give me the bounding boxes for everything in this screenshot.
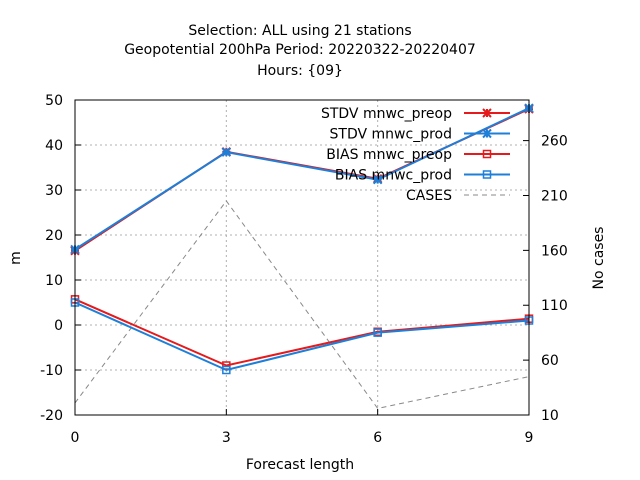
y2-tick-label: 260: [541, 134, 568, 150]
plot-frame: [74, 99, 530, 416]
y-tick-label: 50: [45, 93, 63, 109]
title-line-2: Geopotential 200hPa Period: 20220322-202…: [124, 42, 476, 58]
legend-entry: BIAS mnwc_preop: [326, 147, 510, 163]
legend-entry: STDV mnwc_prod: [330, 127, 510, 143]
grid-lines: [75, 100, 529, 415]
title-line-3: Hours: {09}: [257, 63, 343, 79]
y2-tick-label: 10: [541, 408, 559, 424]
tick-labels: -20 -10 0 10 20 30 40 50 0 3 6 9 10 60 110 160 210 260: [40, 93, 568, 446]
data-point-marker: [482, 170, 492, 179]
y-tick-label: 0: [54, 318, 63, 334]
title-line-1: Selection: ALL using 21 stations: [188, 23, 411, 39]
series-stdv-mnwc-prod: [70, 103, 534, 255]
data-point-marker: [222, 365, 231, 375]
data-point-marker: [221, 147, 232, 157]
data-point-marker: [372, 174, 383, 185]
x-tick-label: 3: [222, 430, 231, 446]
y2-tick-label: 60: [541, 353, 559, 369]
y-axis-label: m: [8, 251, 24, 265]
legend-entry: BIAS mnwc_prod: [335, 168, 510, 184]
y-tick-label: 30: [45, 183, 63, 199]
legend-label: STDV mnwc_prod: [330, 127, 452, 143]
x-tick-label: 6: [373, 430, 382, 446]
legend: STDV mnwc_preop STDV mnwc_prod BIAS mnwc_p…: [321, 106, 510, 204]
legend-label: BIAS mnwc_prod: [335, 168, 452, 184]
y2-tick-label: 110: [541, 298, 568, 314]
series-line: [74, 298, 530, 367]
y2-tick-label: 160: [541, 243, 568, 259]
series-line: [74, 301, 530, 372]
series-line: [74, 200, 530, 409]
series-line: [74, 108, 530, 252]
y2-tick-label: 210: [541, 188, 568, 204]
legend-label: CASES: [406, 188, 452, 204]
legend-label: STDV mnwc_preop: [321, 106, 452, 122]
y-tick-label: 10: [45, 273, 63, 289]
plot-series: [70, 103, 534, 409]
data-point-marker: [482, 108, 492, 118]
series-cases: [74, 200, 530, 409]
x-tick-label: 0: [71, 430, 80, 446]
data-point-marker: [482, 128, 492, 139]
x-tick-label: 9: [525, 430, 534, 446]
series-stdv-mnwc-preop: [70, 104, 534, 256]
data-point-marker: [482, 149, 492, 159]
data-point-marker: [373, 328, 382, 337]
legend-entry: STDV mnwc_preop: [321, 106, 510, 122]
chart-title: Selection: ALL using 21 stations Geopote…: [124, 23, 476, 79]
legend-entry: CASES: [406, 188, 510, 204]
y-tick-label: 40: [45, 138, 63, 154]
y-tick-label: -20: [40, 408, 63, 424]
series-line: [74, 107, 530, 251]
y2-axis-label: No cases: [591, 227, 607, 290]
y-tick-label: 20: [45, 228, 63, 244]
series-bias-mnwc-prod: [70, 298, 534, 375]
y-tick-label: -10: [40, 363, 63, 379]
x-axis-label: Forecast length: [246, 457, 354, 473]
legend-label: BIAS mnwc_preop: [326, 147, 452, 163]
